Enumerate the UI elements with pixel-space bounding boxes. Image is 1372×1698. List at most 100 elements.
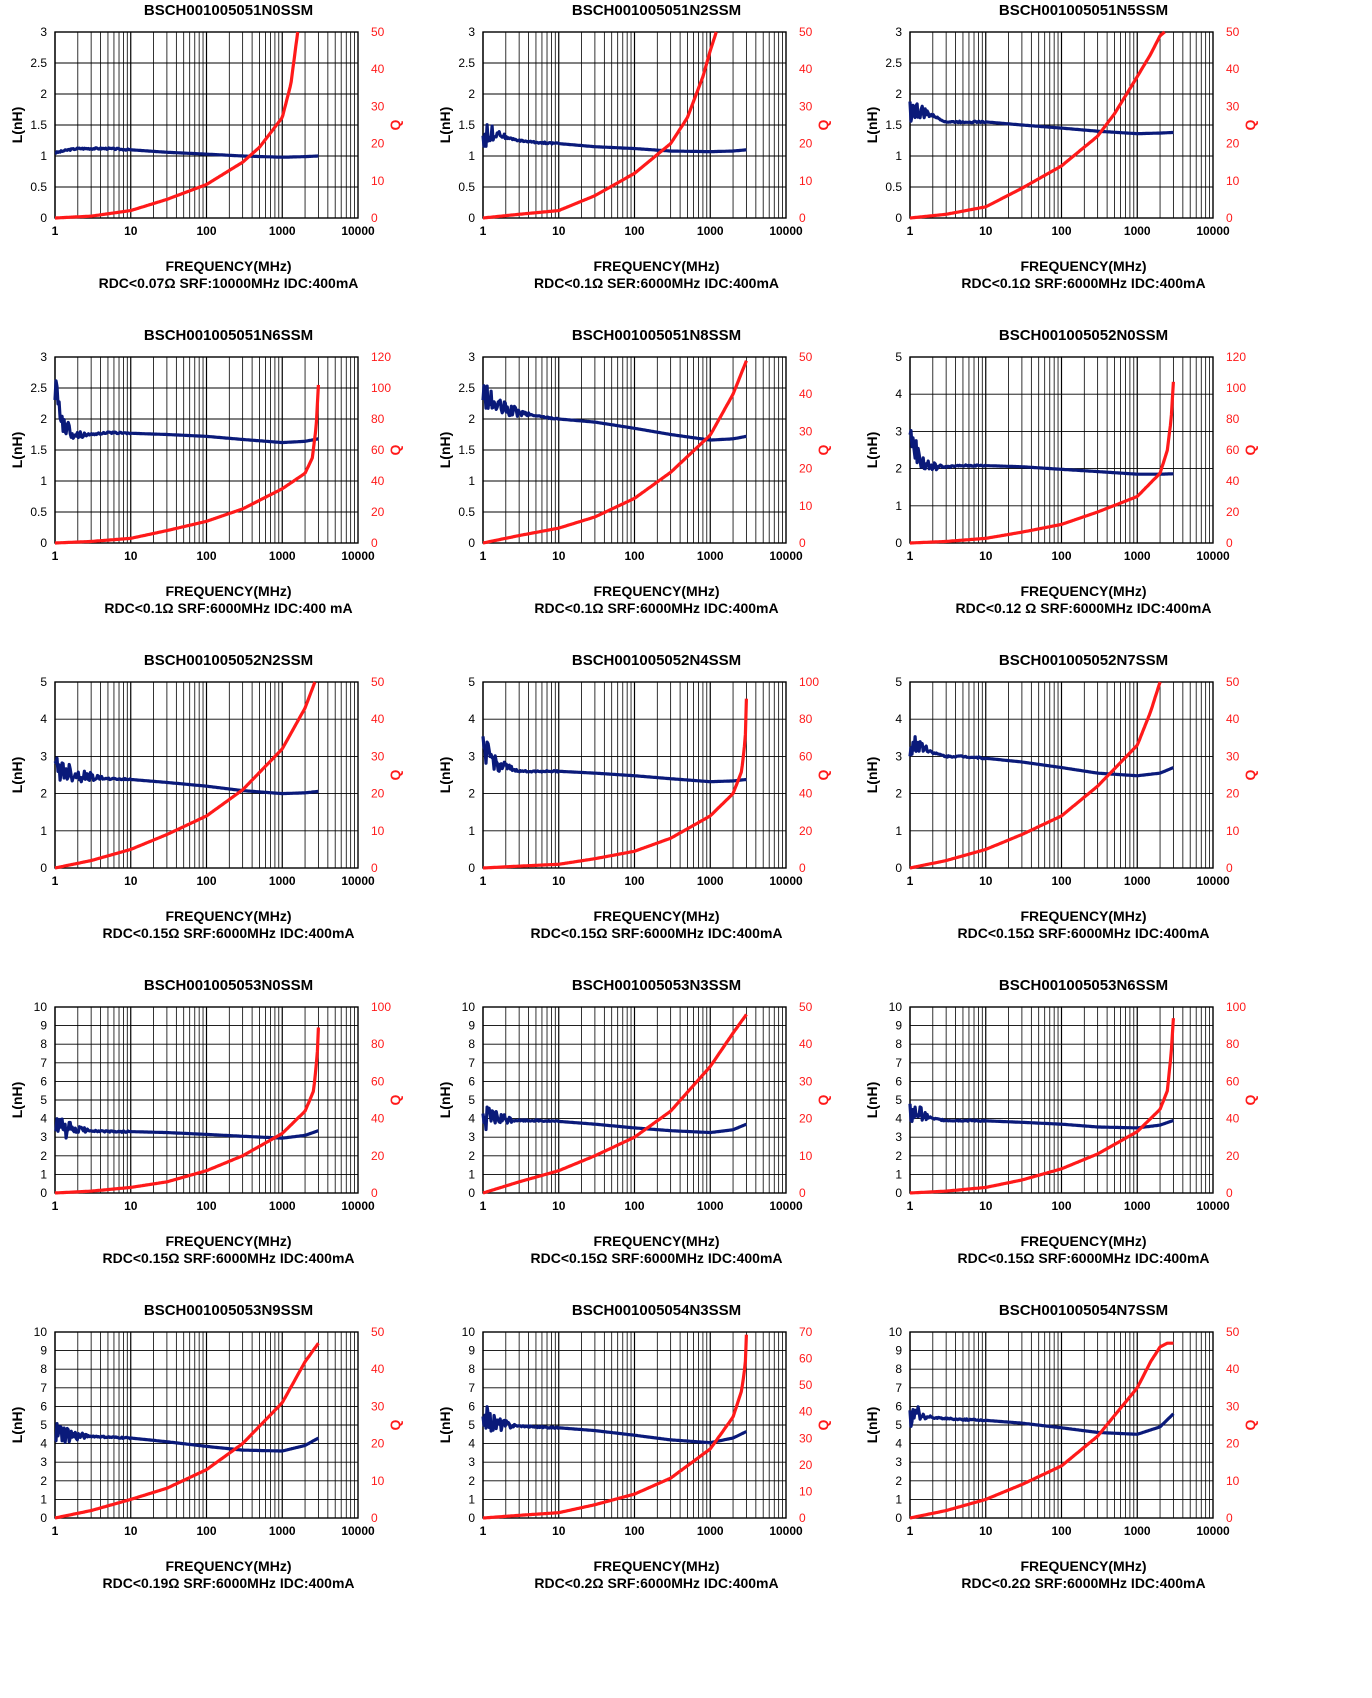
y2-tick-label: 40 [371, 474, 385, 488]
y2-axis-label: Q [815, 119, 831, 130]
y-tick-label: 5 [895, 1418, 902, 1432]
y-tick-label: 1 [40, 474, 47, 488]
y-tick-label: 1.5 [885, 118, 902, 132]
x-tick-label: 10000 [1196, 1199, 1230, 1213]
y2-tick-label: 60 [1226, 443, 1240, 457]
x-tick-label: 10 [979, 224, 993, 238]
y2-tick-label: 10 [799, 1149, 813, 1163]
spec-note: RDC<0.1Ω SRF:6000MHz IDC:400mA [534, 600, 779, 616]
q-series-line [909, 1018, 1175, 1195]
y-tick-label: 3 [895, 424, 902, 438]
y-tick-label: 10 [462, 1325, 476, 1339]
y-tick-label: 1 [895, 149, 902, 163]
y-tick-label: 0 [468, 1511, 475, 1525]
y-tick-label: 0.5 [30, 505, 47, 519]
y2-tick-label: 40 [371, 1362, 385, 1376]
y-tick-label: 5 [895, 350, 902, 364]
chart-panel: BSCH001005051N8SSM 0 0.5 1 1.5 2 2.5 3 0 10 20 30 40… [428, 325, 885, 665]
x-tick-label: 10000 [1196, 1524, 1230, 1538]
plot-frame [54, 1331, 359, 1519]
x-axis-label: FREQUENCY(MHz) [165, 583, 292, 599]
y-tick-label: 2.5 [30, 56, 47, 70]
y2-tick-label: 0 [1226, 861, 1233, 875]
spec-note: RDC<0.15Ω SRF:6000MHz IDC:400mA [530, 1250, 783, 1266]
y2-axis-label: Q [815, 1419, 831, 1430]
y-tick-label: 9 [40, 1019, 47, 1033]
y2-tick-label: 20 [799, 137, 813, 151]
chart-panel: BSCH001005052N0SSM 0 1 2 3 4 5 0 20 40 60 80 100 120 1… [855, 325, 1312, 665]
chart-panel: BSCH001005052N7SSM 0 1 2 3 4 5 0 10 20 30 40 50 1 10 10… [855, 650, 1312, 990]
chart-panel: BSCH001005054N3SSM 0 1 2 3 4 5 6 7 8 9 10 0 10 20 30 40 5… [428, 1300, 885, 1640]
y2-tick-label: 0 [1226, 1511, 1233, 1525]
y2-tick-label: 60 [799, 749, 813, 763]
y2-tick-label: 0 [371, 1511, 378, 1525]
y-tick-label: 0 [40, 1186, 47, 1200]
y-tick-label: 0 [895, 1186, 902, 1200]
y-tick-label: 5 [895, 675, 902, 689]
y-tick-label: 7 [895, 1381, 902, 1395]
y2-axis-label: Q [387, 119, 403, 130]
y-tick-label: 1 [468, 474, 475, 488]
x-tick-label: 1000 [1124, 224, 1151, 238]
x-tick-label: 10000 [769, 549, 803, 563]
x-tick-label: 100 [196, 549, 216, 563]
y-tick-label: 2.5 [885, 56, 902, 70]
y2-axis-label: Q [387, 1094, 403, 1105]
plot-frame [482, 31, 787, 219]
y-tick-label: 8 [895, 1037, 902, 1051]
y2-tick-label: 40 [799, 1405, 813, 1419]
y2-tick-label: 50 [799, 350, 813, 364]
q-series-line [482, 1013, 748, 1195]
x-tick-label: 1 [480, 549, 487, 563]
chart-title: BSCH001005051N8SSM [571, 327, 742, 344]
x-tick-label: 100 [624, 224, 644, 238]
y2-tick-label: 20 [799, 462, 813, 476]
q-series-line [54, 681, 317, 870]
y-tick-label: 5 [40, 1418, 47, 1432]
y-tick-label: 3 [40, 749, 47, 763]
y-tick-label: 0.5 [458, 505, 475, 519]
chart-title: BSCH001005053N3SSM [571, 977, 742, 994]
x-axis-label: FREQUENCY(MHz) [593, 583, 720, 599]
y-tick-label: 9 [468, 1344, 475, 1358]
chart-panel: BSCH001005051N5SSM 0 0.5 1 1.5 2 2.5 3 0 10 20 30 40… [855, 0, 1312, 340]
inductance-series-line [908, 1103, 1174, 1130]
y2-tick-label: 20 [1226, 505, 1240, 519]
y-tick-label: 10 [889, 1000, 903, 1014]
y2-tick-label: 30 [1226, 99, 1240, 113]
y-tick-label: 6 [40, 1074, 47, 1088]
y2-tick-label: 40 [1226, 474, 1240, 488]
y-tick-label: 5 [40, 1093, 47, 1107]
y-tick-label: 1 [895, 499, 902, 513]
y-tick-label: 8 [468, 1362, 475, 1376]
y2-tick-label: 50 [1226, 675, 1240, 689]
y2-tick-label: 40 [1226, 712, 1240, 726]
y-tick-label: 3 [468, 1455, 475, 1469]
y-tick-label: 4 [468, 712, 475, 726]
y-axis-label: L(nH) [437, 1407, 453, 1444]
x-tick-label: 10000 [1196, 224, 1230, 238]
x-tick-label: 100 [624, 1199, 644, 1213]
chart-title: BSCH001005054N3SSM [571, 1302, 742, 1319]
plot-frame [909, 31, 1214, 219]
y-tick-label: 7 [40, 1381, 47, 1395]
y-tick-label: 0.5 [885, 180, 902, 194]
inductance-series-line [54, 146, 319, 159]
x-tick-label: 10 [124, 1199, 138, 1213]
y-axis-label: L(nH) [437, 107, 453, 144]
x-tick-label: 100 [1051, 224, 1071, 238]
inductance-series-line [908, 428, 1174, 476]
y2-axis-label: Q [815, 444, 831, 455]
x-tick-label: 1 [52, 1199, 59, 1213]
x-axis-label: FREQUENCY(MHz) [165, 908, 292, 924]
y2-tick-label: 40 [799, 387, 813, 401]
inductance-series-line [908, 1405, 1175, 1436]
y2-tick-label: 0 [371, 861, 378, 875]
y2-tick-label: 0 [371, 1186, 378, 1200]
x-axis-label: FREQUENCY(MHz) [165, 1558, 292, 1574]
y-tick-label: 7 [40, 1056, 47, 1070]
